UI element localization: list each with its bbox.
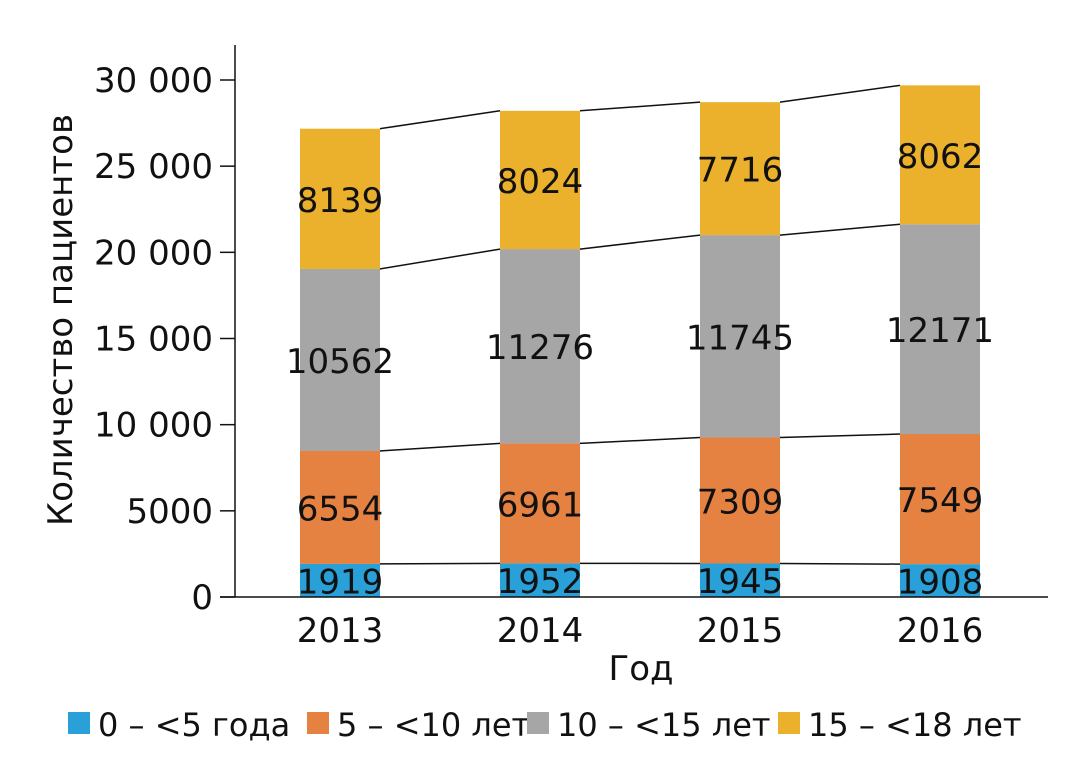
data-label: 8024 [497,162,584,202]
data-label: 10562 [286,342,394,382]
data-label: 7716 [697,151,784,191]
data-label: 1919 [297,562,384,602]
connector-line [379,442,501,452]
bar-segment [500,563,580,597]
bar-segment [900,564,980,597]
data-label: 1908 [897,563,984,603]
data-label: 6961 [497,485,584,525]
x-tick-label: 2016 [897,611,984,651]
x-ticks: 2013 2014 2015 2016 [297,611,984,651]
y-axis-title: Количество пациентов [41,114,81,526]
legend-label: 15 – <18 лет [808,706,1022,744]
bar-segment [700,102,780,236]
connector-line [779,223,901,236]
bar-segment [700,437,780,564]
bar-segment [900,85,980,225]
connector-line [579,101,701,112]
y-ticks: 0 5000 10 000 15 000 20 000 25 000 30 000 [94,61,235,618]
x-tick-label: 2015 [697,611,784,651]
data-label: 7309 [697,483,784,523]
x-tick-label: 2013 [297,611,384,651]
bar-segment [700,235,780,438]
y-tick-label: 15 000 [94,320,213,360]
y-tick-label: 20 000 [94,233,213,273]
bar-segment [900,434,980,565]
y-tick-label: 25 000 [94,147,213,187]
y-tick-label: 10 000 [94,406,213,446]
data-label: 11745 [686,318,794,358]
connector-line [779,562,901,565]
x-axis-title: Год [608,649,673,689]
connector-line [579,234,701,250]
connector-lines [379,84,901,565]
connector-line [779,433,901,439]
bar-segment [500,443,580,564]
bars-layer [300,85,980,597]
connector-line [379,562,501,565]
bar-segment [900,224,980,435]
legend-label: 10 – <15 лет [557,706,771,744]
connector-line [779,84,901,103]
bar-segment [500,249,580,444]
bar-segment [300,268,380,451]
legend-label: 5 – <10 лет [337,706,530,744]
bar-segment [300,563,380,597]
data-label: 8139 [297,181,384,221]
data-label: 6554 [297,489,384,529]
y-tick-label: 5000 [126,492,213,532]
bar-segment [300,128,380,269]
legend-swatch [68,712,90,734]
data-label: 8062 [897,137,984,177]
connector-line [579,436,701,445]
bar-segment [500,110,580,250]
data-label: 11276 [486,328,594,368]
bar-segment [300,450,380,564]
legend-swatch [778,712,800,734]
data-label: 12171 [886,311,994,351]
data-label: 1952 [497,562,584,602]
bar-segment [700,563,780,597]
x-tick-label: 2014 [497,611,584,651]
legend-swatch [307,712,329,734]
legend-swatch [527,712,549,734]
data-labels: 1919 6554 10562 8139 1952 6961 11276 8024 1945 73… [286,137,994,603]
legend: 0 – <5 года 5 – <10 лет 10 – <15 лет 15 – <… [68,706,1022,744]
data-label: 1945 [697,562,784,602]
data-label: 7549 [897,481,984,521]
y-tick-label: 30 000 [94,61,213,101]
legend-label: 0 – <5 года [98,706,290,744]
connector-line [379,248,501,270]
y-tick-label: 0 [191,578,213,618]
connector-line [379,110,501,130]
